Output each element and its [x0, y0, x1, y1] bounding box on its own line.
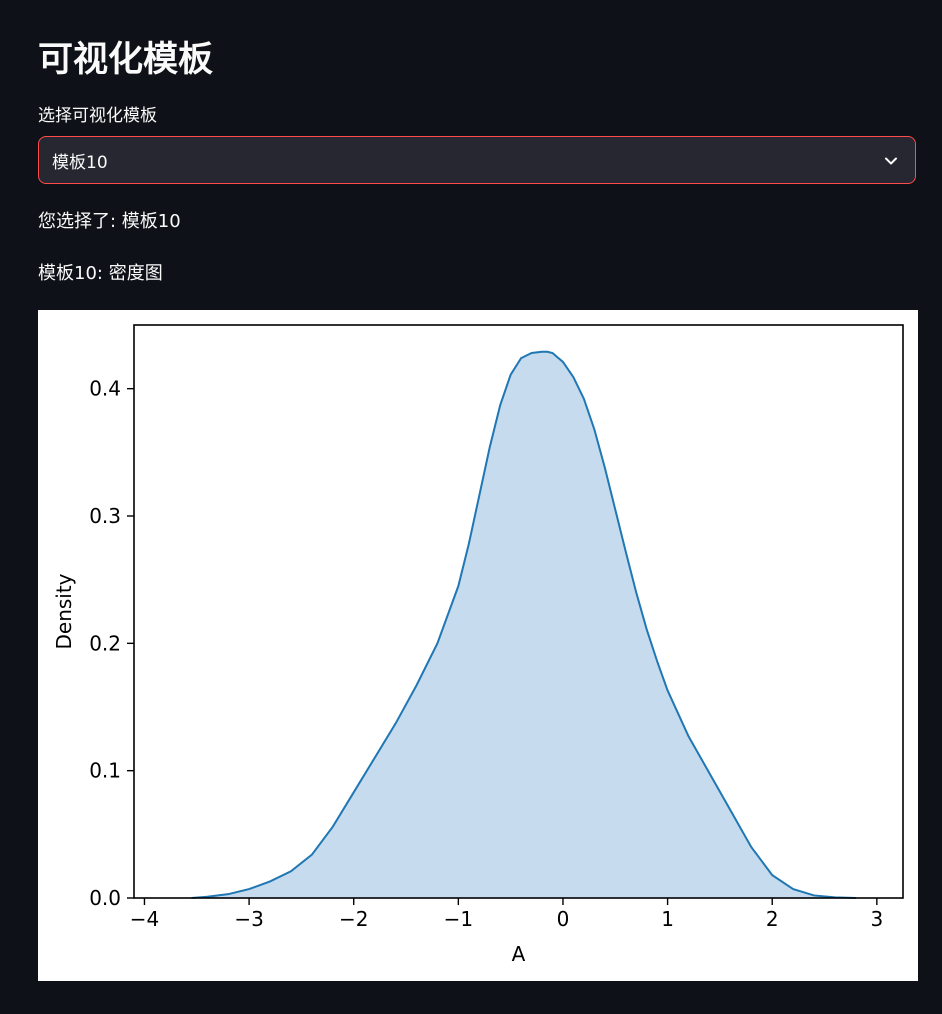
selection-text: 您选择了: 模板10 — [38, 211, 181, 232]
x-tick-label: 2 — [766, 907, 779, 931]
template-select-value: 模板10 — [52, 152, 108, 173]
x-tick-label: 0 — [557, 907, 570, 931]
x-tick-label: 1 — [661, 907, 674, 931]
x-tick-label: −1 — [444, 907, 473, 931]
x-axis-ticks: −4 −3 −2 −1 0 1 2 3 — [130, 898, 883, 931]
y-tick-label: 0.0 — [89, 886, 121, 910]
density-chart: −4 −3 −2 −1 0 1 2 3 0.0 0.1 0.2 0.3 0.4 A Density — [38, 310, 918, 981]
x-tick-label: −2 — [339, 907, 368, 931]
x-tick-label: −3 — [234, 907, 263, 931]
select-label: 选择可视化模板 — [38, 106, 157, 126]
x-tick-label: −4 — [130, 907, 159, 931]
y-tick-label: 0.2 — [89, 631, 121, 655]
template-caption: 模板10: 密度图 — [38, 263, 163, 284]
density-curve-line — [191, 350, 856, 899]
y-axis-ticks: 0.0 0.1 0.2 0.3 0.4 — [89, 377, 134, 910]
y-tick-label: 0.4 — [89, 377, 121, 401]
y-tick-label: 0.3 — [89, 504, 121, 528]
y-tick-label: 0.1 — [89, 759, 121, 783]
density-area-fill — [191, 351, 856, 898]
page-title: 可视化模板 — [38, 40, 214, 80]
x-tick-label: 3 — [870, 907, 883, 931]
density-chart-svg: −4 −3 −2 −1 0 1 2 3 0.0 0.1 0.2 0.3 0.4 A Density — [52, 324, 904, 966]
axes-frame — [133, 324, 904, 899]
y-axis-label: Density — [52, 573, 76, 649]
template-select[interactable]: 模板10 — [38, 136, 916, 184]
x-axis-label: A — [512, 942, 526, 966]
chevron-down-icon — [885, 157, 897, 165]
